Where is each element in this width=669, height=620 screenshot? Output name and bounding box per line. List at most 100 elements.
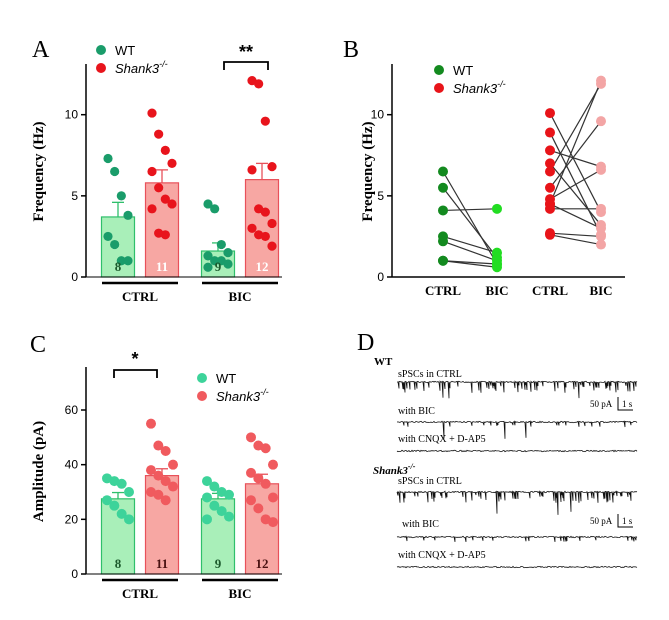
b-ko-pair-line xyxy=(549,149,602,168)
trace-line xyxy=(397,380,638,399)
b-ko-pair-line xyxy=(549,203,602,229)
a-data-point xyxy=(203,251,213,261)
trace-line xyxy=(396,449,638,453)
a-data-point xyxy=(247,223,257,233)
b-ko-bic-point xyxy=(596,116,606,127)
c-data-point xyxy=(153,470,164,481)
a-n-label: 11 xyxy=(156,259,168,274)
b-wt-ctrl-point xyxy=(438,236,448,247)
panel-letter-d: D xyxy=(357,330,374,356)
scale-bar xyxy=(617,397,633,411)
a-data-point xyxy=(116,191,126,201)
c-n-label: 8 xyxy=(115,556,122,571)
a-significance-bracket xyxy=(223,61,269,70)
b-wt-pair-line xyxy=(442,235,498,254)
c-data-point xyxy=(246,432,256,443)
a-data-point xyxy=(210,256,220,266)
b-wt-pair-line xyxy=(442,187,498,258)
b-ko-bic-point xyxy=(596,239,606,250)
c-data-point xyxy=(153,440,164,451)
c-y-axis-title: Amplitude (pA) xyxy=(31,421,47,522)
c-data-point xyxy=(168,459,178,470)
b-y-tick-label: 10 xyxy=(371,108,385,122)
a-legend-ko-name: Shank3 xyxy=(115,61,160,76)
a-data-point xyxy=(103,153,113,164)
b-ko-bic-point xyxy=(596,231,606,242)
b-legend-marker-wt xyxy=(434,65,444,75)
b-ko-bic-point xyxy=(596,75,606,86)
c-n-label: 9 xyxy=(215,556,222,571)
a-legend-wt: WT xyxy=(115,43,135,58)
b-ko-pair-line xyxy=(549,163,602,226)
b-ko-ctrl-point xyxy=(545,127,555,138)
trace-label-wt-ctrl: sPSCs in CTRL xyxy=(398,369,462,380)
b-legend-wt: WT xyxy=(453,63,473,78)
a-data-point xyxy=(110,239,120,250)
c-data-point xyxy=(153,489,164,500)
b-legend-marker-ko xyxy=(434,83,444,93)
c-n-label: 12 xyxy=(256,556,269,571)
c-data-point xyxy=(260,443,271,454)
c-legend-wt: WT xyxy=(216,371,236,386)
c-category-label: CTRL xyxy=(122,586,158,601)
scale-label-wt-time: 1 s xyxy=(622,399,633,409)
trace-label-wt-bic: with BIC xyxy=(398,406,435,417)
a-data-point xyxy=(147,166,157,177)
a-data-point xyxy=(147,108,157,118)
c-data-point xyxy=(268,492,278,503)
trace-line xyxy=(396,565,638,569)
c-data-point xyxy=(202,476,212,487)
c-legend-ko-name: Shank3 xyxy=(216,389,261,404)
a-data-point xyxy=(203,262,213,272)
b-ko-ctrl-point xyxy=(545,145,555,156)
b-ko-bic-point xyxy=(596,203,606,214)
b-ko-pair-line xyxy=(549,112,602,213)
c-data-point xyxy=(224,511,234,522)
b-wt-ctrl-point xyxy=(438,205,448,216)
b-ko-pair-line xyxy=(549,169,602,200)
a-data-point xyxy=(247,165,257,175)
a-y-tick-label: 5 xyxy=(71,189,78,203)
a-data-point xyxy=(260,116,270,126)
b-ko-pair-line xyxy=(549,132,602,236)
c-data-point xyxy=(268,459,278,470)
b-ko-pair-line xyxy=(549,120,602,189)
a-data-point xyxy=(203,199,213,209)
b-wt-bic-point xyxy=(492,247,502,258)
trace-ko-title: Shank3-/- xyxy=(373,462,416,477)
c-data-point xyxy=(116,478,127,489)
trace-label-ko-cnqx: with CNQX + D-AP5 xyxy=(398,550,486,561)
a-data-point xyxy=(116,256,126,266)
scale-bar xyxy=(617,514,633,528)
b-ko-pair-line xyxy=(549,234,602,246)
b-ko-pair-line xyxy=(549,83,602,172)
b-ko-pair-line xyxy=(549,232,602,238)
panel-letter-c: C xyxy=(30,332,46,358)
b-wt-pair-line xyxy=(442,171,498,265)
c-y-tick-label: 20 xyxy=(65,512,79,526)
trace-line xyxy=(396,535,638,542)
b-ko-ctrl-point xyxy=(545,166,555,177)
a-data-point xyxy=(167,158,177,168)
b-ko-ctrl-point xyxy=(545,229,555,240)
c-legend-marker-wt xyxy=(197,373,207,383)
b-ko-bic-point xyxy=(596,164,606,175)
c-data-point xyxy=(246,467,256,478)
a-data-point xyxy=(216,239,226,250)
c-data-point xyxy=(109,500,120,511)
c-y-tick-label: 60 xyxy=(65,403,79,417)
panel-d-traces: WT Shank3-/- sPSCs in CTRL with BIC with… xyxy=(373,356,638,569)
c-data-point xyxy=(246,495,256,506)
b-legend-ko-sup: -/- xyxy=(497,79,506,89)
c-n-label: 11 xyxy=(156,556,168,571)
scale-label-ko-time: 1 s xyxy=(622,516,633,526)
trace-wt-title: WT xyxy=(374,356,393,368)
b-ko-bic-point xyxy=(596,223,606,234)
c-legend-ko: Shank3-/- xyxy=(216,387,269,404)
a-data-point xyxy=(167,199,177,209)
c-significance-label: * xyxy=(131,349,138,369)
c-data-point xyxy=(124,514,134,525)
b-wt-bic-point xyxy=(492,262,502,273)
